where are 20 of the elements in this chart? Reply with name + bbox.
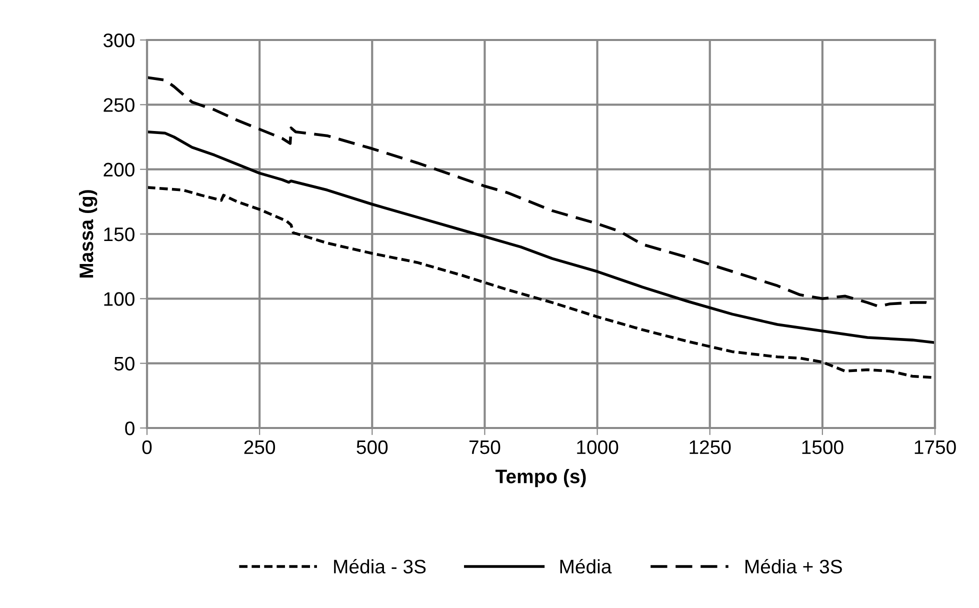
y-tick-label: 0 (125, 421, 134, 436)
x-tick-label: 0 (142, 440, 152, 454)
x-tick-label: 1750 (914, 440, 956, 454)
y-tick-label: 150 (104, 227, 134, 242)
y-tick-label: 100 (104, 292, 134, 306)
legend-label: Média + 3S (746, 558, 842, 574)
y-axis-title: Massa (g) (78, 190, 98, 278)
y-tick-label: 200 (104, 162, 134, 177)
y-tick-label: 50 (114, 356, 134, 371)
x-axis-title: Tempo (s) (495, 469, 586, 488)
x-tick-label: 750 (469, 440, 500, 454)
legend-label: Média (560, 558, 612, 574)
x-tick-label: 500 (356, 440, 388, 454)
legend-label: Média - 3S (334, 558, 426, 574)
x-tick-label: 1500 (802, 440, 844, 454)
y-tick-label: 250 (104, 98, 134, 112)
x-tick-label: 250 (244, 440, 276, 454)
x-tick-label: 1250 (690, 440, 731, 454)
y-tick-label: 300 (103, 33, 134, 48)
x-tick-label: 1000 (577, 440, 618, 454)
